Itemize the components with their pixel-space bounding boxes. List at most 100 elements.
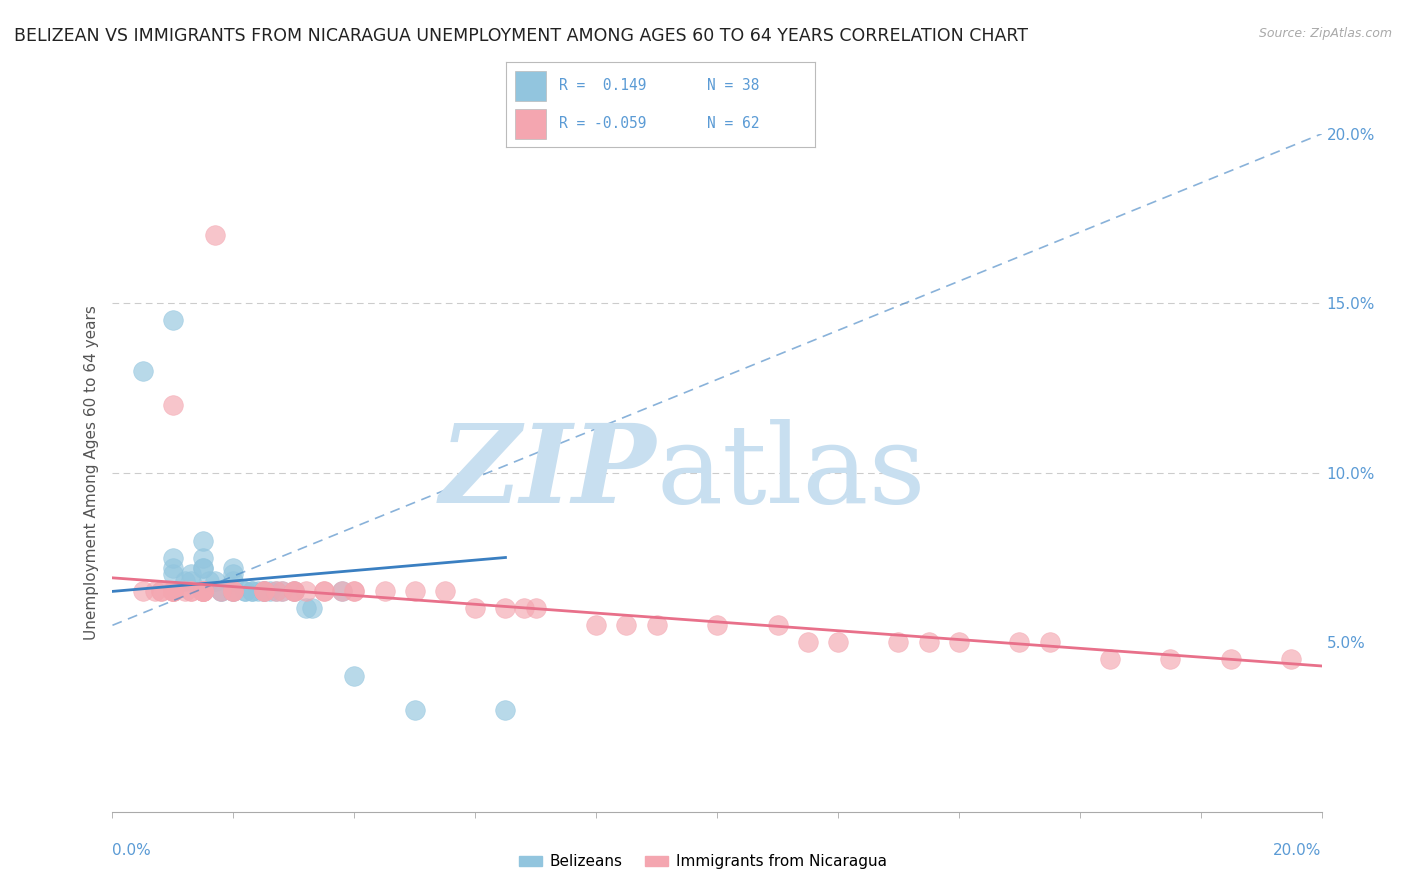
Y-axis label: Unemployment Among Ages 60 to 64 years: Unemployment Among Ages 60 to 64 years — [83, 305, 98, 640]
Text: ZIP: ZIP — [440, 419, 657, 526]
Point — [796, 635, 818, 649]
Point — [209, 584, 232, 599]
Point — [404, 584, 426, 599]
Point — [918, 635, 941, 649]
Point — [295, 601, 318, 615]
Point — [180, 574, 202, 589]
Bar — [516, 71, 547, 101]
Point — [191, 584, 214, 599]
Bar — [516, 109, 547, 139]
Point — [433, 584, 456, 599]
Point — [766, 618, 789, 632]
Point — [253, 584, 276, 599]
Point — [240, 584, 263, 599]
Point — [314, 584, 336, 599]
Point — [343, 669, 366, 683]
Point — [827, 635, 849, 649]
Point — [209, 584, 232, 599]
Point — [464, 601, 486, 615]
Point — [512, 601, 534, 615]
Point — [174, 584, 197, 599]
Point — [143, 584, 166, 599]
Point — [246, 584, 269, 599]
Point — [374, 584, 396, 599]
Point — [1279, 652, 1302, 666]
Point — [162, 584, 184, 599]
Point — [162, 550, 184, 565]
Point — [191, 560, 214, 574]
Point — [162, 560, 184, 574]
Point — [180, 567, 202, 582]
Point — [191, 584, 214, 599]
Point — [191, 560, 214, 574]
Point — [162, 398, 184, 412]
Text: R =  0.149: R = 0.149 — [558, 78, 647, 94]
Point — [191, 550, 214, 565]
Point — [174, 574, 197, 589]
Point — [162, 584, 184, 599]
Text: N = 38: N = 38 — [707, 78, 759, 94]
Text: Source: ZipAtlas.com: Source: ZipAtlas.com — [1258, 27, 1392, 40]
Point — [204, 574, 226, 589]
Point — [191, 584, 214, 599]
Point — [222, 567, 245, 582]
Point — [330, 584, 353, 599]
Point — [295, 584, 318, 599]
Point — [283, 584, 305, 599]
Point — [343, 584, 366, 599]
Point — [314, 584, 336, 599]
Point — [404, 703, 426, 717]
Point — [222, 584, 245, 599]
Point — [222, 584, 245, 599]
Point — [343, 584, 366, 599]
Point — [162, 584, 184, 599]
Point — [162, 567, 184, 582]
Text: BELIZEAN VS IMMIGRANTS FROM NICARAGUA UNEMPLOYMENT AMONG AGES 60 TO 64 YEARS COR: BELIZEAN VS IMMIGRANTS FROM NICARAGUA UN… — [14, 27, 1028, 45]
Point — [222, 560, 245, 574]
Point — [283, 584, 305, 599]
Point — [1098, 652, 1121, 666]
Point — [270, 584, 292, 599]
Point — [253, 584, 276, 599]
Point — [204, 228, 226, 243]
Point — [264, 584, 287, 599]
Point — [209, 584, 232, 599]
Point — [1220, 652, 1243, 666]
Text: R = -0.059: R = -0.059 — [558, 116, 647, 131]
Point — [222, 584, 245, 599]
Point — [270, 584, 292, 599]
Point — [162, 584, 184, 599]
Point — [162, 584, 184, 599]
Point — [1008, 635, 1031, 649]
Point — [495, 703, 517, 717]
Point — [259, 584, 281, 599]
Point — [253, 584, 276, 599]
Point — [162, 313, 184, 327]
Point — [132, 584, 155, 599]
Point — [948, 635, 970, 649]
Point — [222, 574, 245, 589]
Point — [264, 584, 287, 599]
Point — [198, 574, 221, 589]
Point — [495, 601, 517, 615]
Point — [222, 584, 245, 599]
Point — [301, 601, 323, 615]
Point — [191, 584, 214, 599]
Text: 0.0%: 0.0% — [112, 843, 152, 858]
Point — [240, 584, 263, 599]
Point — [235, 584, 257, 599]
Point — [524, 601, 547, 615]
Point — [645, 618, 668, 632]
Point — [180, 584, 202, 599]
Point — [616, 618, 638, 632]
Point — [180, 584, 202, 599]
Legend: Belizeans, Immigrants from Nicaragua: Belizeans, Immigrants from Nicaragua — [513, 848, 893, 875]
Point — [1038, 635, 1062, 649]
Point — [235, 584, 257, 599]
Point — [330, 584, 353, 599]
Point — [253, 584, 276, 599]
Point — [585, 618, 607, 632]
Point — [191, 584, 214, 599]
Point — [191, 584, 214, 599]
Text: N = 62: N = 62 — [707, 116, 759, 131]
